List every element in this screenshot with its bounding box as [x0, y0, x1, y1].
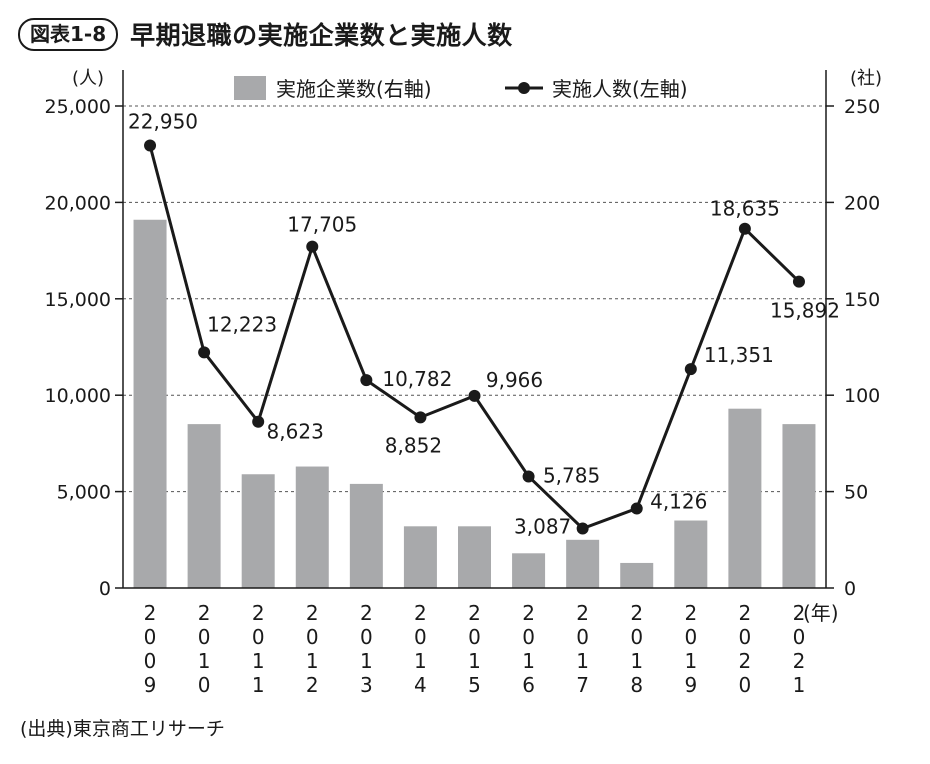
- source-note: (出典)東京商工リサーチ: [20, 718, 225, 740]
- data-label: 4,126: [650, 489, 707, 513]
- x-axis-unit: (年): [803, 601, 839, 625]
- data-label: 22,950: [128, 110, 198, 134]
- right-tick-label: 50: [844, 482, 868, 504]
- bar: [295, 466, 329, 588]
- right-tick-label: 200: [844, 192, 880, 214]
- data-point: [360, 374, 373, 387]
- title-row: 図表1-8 早期退職の実施企業数と実施人数: [18, 14, 513, 54]
- data-point: [576, 522, 589, 535]
- legend-line-marker: [518, 82, 530, 94]
- data-label: 15,892: [770, 299, 840, 323]
- right-tick-label: 250: [844, 96, 880, 118]
- data-label: 8,852: [385, 433, 442, 457]
- right-tick-label: 150: [844, 289, 880, 311]
- chart-title: 早期退職の実施企業数と実施人数: [130, 21, 513, 50]
- data-label: 3,087: [514, 514, 571, 538]
- right-tick-label: 0: [844, 578, 856, 600]
- data-point: [468, 389, 481, 402]
- data-label: 5,785: [543, 463, 600, 487]
- bar: [458, 526, 491, 588]
- data-point: [630, 502, 643, 515]
- right-tick-label: 100: [844, 385, 880, 407]
- bar: [512, 553, 546, 588]
- legend-bar-label: 実施企業数(右軸): [276, 77, 432, 101]
- data-point: [252, 415, 265, 428]
- bar: [133, 219, 167, 588]
- data-point: [684, 363, 697, 376]
- left-tick-label: 25,000: [45, 96, 111, 118]
- data-label: 11,351: [704, 343, 774, 367]
- data-point: [738, 222, 751, 235]
- right-axis-unit: (社): [850, 68, 882, 89]
- bar: [620, 562, 654, 588]
- data-label: 17,705: [287, 213, 357, 237]
- left-tick-label: 5,000: [57, 482, 111, 504]
- data-point: [414, 411, 427, 424]
- bar: [241, 474, 275, 588]
- data-point: [306, 240, 319, 253]
- left-tick-label: 0: [99, 578, 111, 600]
- data-point: [144, 139, 157, 152]
- data-label: 9,966: [486, 368, 543, 392]
- bar: [187, 424, 221, 588]
- data-point: [198, 346, 211, 359]
- data-point: [522, 470, 535, 483]
- figure-label: 図表1-8: [18, 17, 119, 51]
- data-label: 10,782: [382, 367, 452, 391]
- bar: [674, 520, 708, 588]
- bar: [403, 526, 437, 588]
- bar: [728, 408, 762, 588]
- bar: [782, 424, 816, 588]
- bar: [566, 539, 600, 588]
- legend-bar-swatch: [234, 76, 266, 100]
- series-line: [148, 145, 801, 531]
- left-tick-label: 10,000: [45, 385, 111, 407]
- left-tick-label: 20,000: [45, 192, 111, 214]
- left-axis-unit: (人): [72, 68, 104, 89]
- data-point: [792, 275, 805, 288]
- data-label: 8,623: [267, 420, 324, 444]
- legend-line-label: 実施人数(左軸): [552, 77, 688, 101]
- left-tick-label: 15,000: [45, 289, 111, 311]
- data-label: 18,635: [710, 197, 780, 221]
- bar: [349, 483, 383, 588]
- data-label: 12,223: [207, 312, 277, 336]
